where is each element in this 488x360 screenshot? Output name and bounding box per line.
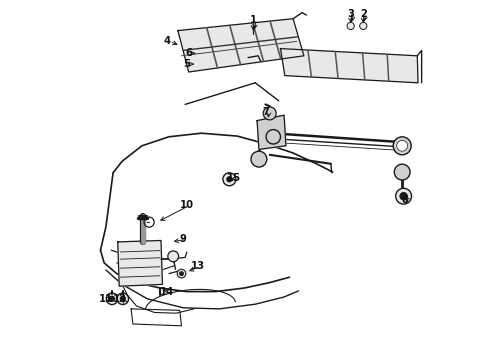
Text: 15: 15: [226, 173, 240, 183]
Text: 10: 10: [180, 200, 194, 210]
Polygon shape: [178, 19, 303, 72]
Circle shape: [265, 130, 280, 144]
Text: 5: 5: [183, 59, 190, 69]
Text: 1: 1: [249, 15, 257, 25]
Text: 8: 8: [400, 195, 407, 205]
Text: 9: 9: [180, 234, 186, 244]
Circle shape: [393, 164, 409, 180]
Circle shape: [223, 173, 235, 186]
Text: 2: 2: [359, 9, 366, 19]
Circle shape: [396, 140, 407, 151]
Text: 7: 7: [262, 107, 269, 117]
Text: 4: 4: [163, 36, 170, 46]
Text: 3: 3: [346, 9, 353, 19]
Circle shape: [250, 151, 266, 167]
Circle shape: [263, 107, 276, 120]
Circle shape: [179, 272, 183, 275]
Circle shape: [226, 177, 231, 182]
Circle shape: [106, 293, 118, 305]
Circle shape: [117, 293, 128, 305]
Text: 13: 13: [190, 261, 204, 271]
Circle shape: [109, 296, 114, 301]
Circle shape: [346, 22, 354, 30]
Text: 6: 6: [185, 48, 192, 58]
Circle shape: [392, 137, 410, 155]
Text: 14: 14: [160, 287, 174, 297]
Circle shape: [120, 296, 125, 301]
Circle shape: [395, 188, 411, 204]
Circle shape: [167, 251, 178, 262]
Text: 12: 12: [113, 294, 127, 304]
Polygon shape: [257, 115, 285, 149]
Polygon shape: [280, 49, 417, 83]
Text: 11: 11: [99, 294, 113, 304]
Circle shape: [359, 22, 366, 30]
Polygon shape: [118, 240, 162, 286]
Circle shape: [177, 269, 185, 278]
Circle shape: [399, 193, 407, 200]
